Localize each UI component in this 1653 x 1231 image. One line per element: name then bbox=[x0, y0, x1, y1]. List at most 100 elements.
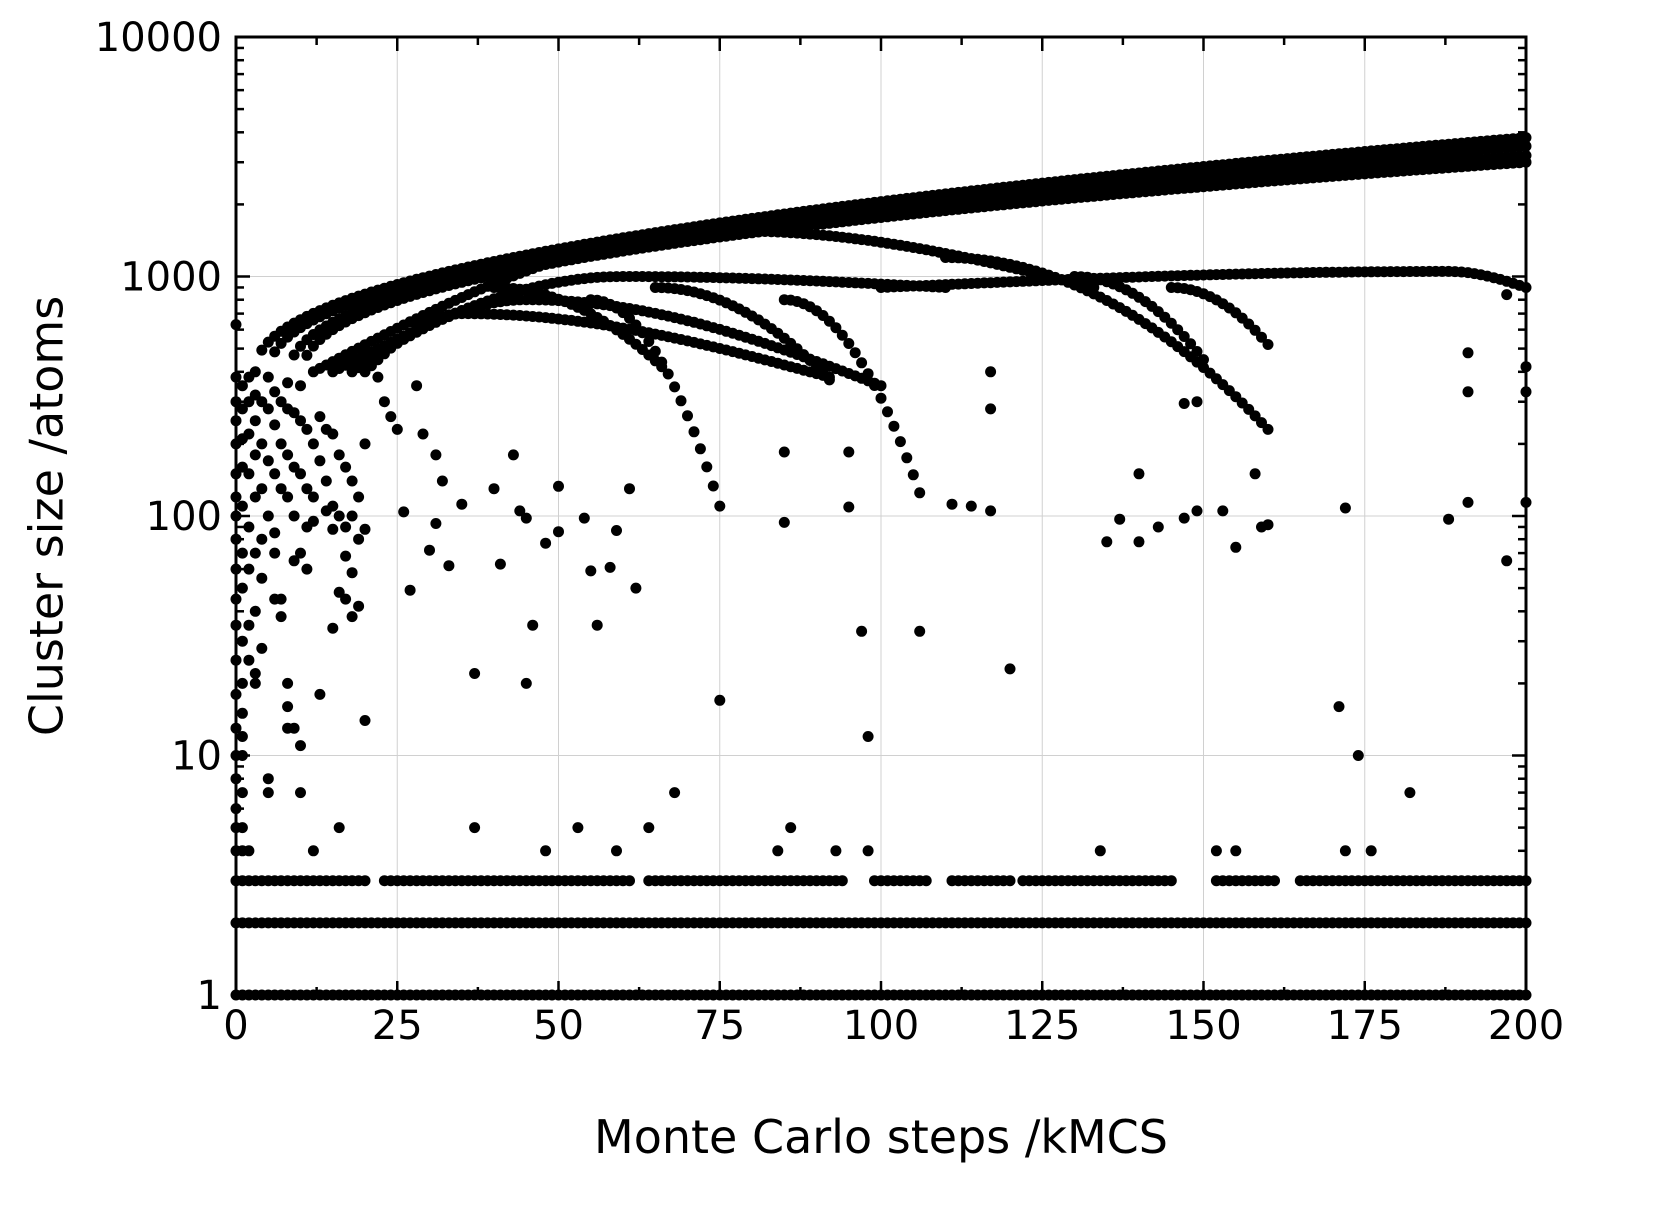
data-point bbox=[346, 510, 358, 522]
data-point bbox=[275, 438, 287, 450]
data-point bbox=[527, 619, 539, 631]
data-point bbox=[946, 498, 958, 510]
data-point bbox=[856, 625, 868, 637]
data-point bbox=[643, 822, 655, 834]
data-point bbox=[1256, 417, 1267, 429]
data-point bbox=[372, 371, 384, 383]
data-point bbox=[1178, 331, 1190, 342]
data-point bbox=[295, 415, 306, 427]
data-point bbox=[1185, 338, 1197, 350]
data-point bbox=[682, 410, 693, 422]
data-point bbox=[514, 505, 526, 517]
data-point bbox=[675, 395, 687, 407]
data-point bbox=[275, 483, 287, 495]
data-point bbox=[275, 593, 287, 605]
data-point bbox=[836, 329, 848, 341]
data-point bbox=[553, 480, 564, 492]
data-point bbox=[1191, 505, 1203, 517]
data-point bbox=[662, 368, 674, 380]
data-point bbox=[243, 371, 255, 383]
data-point bbox=[282, 377, 294, 389]
data-point bbox=[843, 501, 855, 513]
data-point bbox=[243, 468, 255, 480]
data-point bbox=[301, 349, 313, 361]
data-point bbox=[243, 563, 255, 575]
data-point bbox=[249, 668, 261, 679]
data-point bbox=[249, 491, 261, 503]
data-point bbox=[604, 561, 616, 573]
data-point bbox=[398, 506, 410, 518]
data-point bbox=[1133, 468, 1145, 480]
data-point bbox=[262, 371, 274, 383]
data-point bbox=[688, 426, 700, 438]
data-point bbox=[243, 619, 255, 631]
data-point bbox=[849, 347, 861, 359]
y-tick-labels: 1 10 100 1000 10000 bbox=[95, 15, 222, 1019]
data-point bbox=[823, 374, 835, 386]
data-point bbox=[359, 523, 371, 535]
data-point bbox=[307, 845, 319, 857]
data-point bbox=[1230, 845, 1242, 857]
data-point bbox=[314, 411, 326, 423]
data-point bbox=[1191, 346, 1203, 357]
data-point bbox=[1210, 845, 1222, 857]
data-point bbox=[269, 547, 281, 559]
data-point bbox=[540, 537, 552, 549]
data-point bbox=[295, 787, 306, 799]
x-tick-label: 50 bbox=[533, 1003, 584, 1049]
data-point bbox=[340, 461, 352, 473]
data-point bbox=[901, 452, 913, 464]
data-point bbox=[520, 512, 532, 524]
data-point bbox=[862, 368, 874, 380]
data-point bbox=[507, 449, 519, 461]
x-tick-label: 25 bbox=[372, 1003, 423, 1049]
data-point bbox=[1004, 663, 1016, 675]
data-point bbox=[333, 510, 345, 522]
data-point bbox=[282, 677, 294, 689]
data-point bbox=[772, 845, 784, 857]
data-point bbox=[1262, 519, 1274, 531]
data-point bbox=[836, 875, 848, 887]
data-point bbox=[1352, 750, 1364, 761]
data-point bbox=[920, 875, 932, 887]
data-point bbox=[249, 547, 261, 559]
data-point bbox=[327, 428, 339, 440]
data-point bbox=[282, 701, 294, 713]
data-point bbox=[411, 380, 423, 392]
data-point bbox=[256, 642, 268, 654]
data-point bbox=[1339, 502, 1351, 514]
data-point bbox=[785, 822, 797, 834]
data-point bbox=[1191, 396, 1203, 408]
data-point bbox=[669, 787, 681, 799]
data-point bbox=[301, 423, 313, 435]
data-point bbox=[262, 773, 274, 785]
data-point bbox=[843, 446, 855, 458]
data-point bbox=[882, 406, 893, 418]
data-point bbox=[256, 438, 268, 450]
data-point bbox=[359, 715, 371, 726]
data-point bbox=[669, 381, 681, 393]
data-point bbox=[869, 380, 880, 391]
data-point bbox=[295, 380, 306, 392]
x-tick-label: 150 bbox=[1165, 1003, 1241, 1049]
data-point bbox=[1365, 845, 1377, 857]
data-point bbox=[714, 500, 726, 512]
data-point bbox=[236, 403, 248, 415]
y-tick-label: 100 bbox=[146, 494, 222, 540]
data-points bbox=[230, 132, 1532, 1001]
data-point bbox=[288, 722, 300, 734]
data-point bbox=[714, 694, 726, 706]
data-point bbox=[630, 582, 642, 594]
data-point bbox=[288, 349, 300, 361]
data-point bbox=[494, 558, 506, 570]
data-point bbox=[301, 483, 313, 495]
x-tick-label: 0 bbox=[223, 1003, 248, 1049]
data-point bbox=[327, 622, 339, 634]
data-point bbox=[1462, 386, 1474, 398]
data-point bbox=[624, 875, 635, 887]
data-point bbox=[1249, 468, 1261, 480]
data-point bbox=[1339, 845, 1351, 857]
data-point bbox=[888, 420, 900, 432]
data-point bbox=[830, 322, 842, 334]
data-point bbox=[611, 845, 622, 857]
